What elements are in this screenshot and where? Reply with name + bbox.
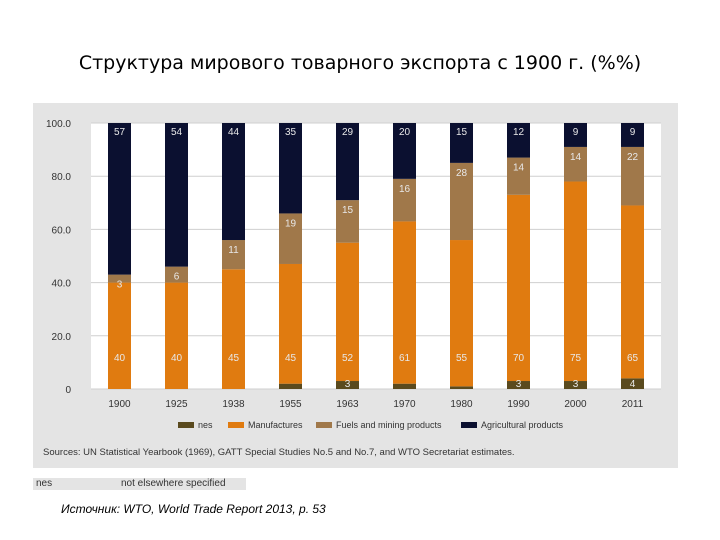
bar-segment: [108, 123, 131, 275]
x-tick-label: 1963: [336, 399, 359, 410]
x-tick-label: 1980: [450, 399, 473, 410]
x-tick-label: 1970: [393, 399, 416, 410]
y-tick-label: 40.0: [52, 279, 72, 290]
y-tick-label: 80.0: [52, 172, 72, 183]
data-label: 9: [573, 127, 579, 138]
x-tick-label: 1990: [507, 399, 530, 410]
data-label: 45: [285, 353, 297, 364]
bar-segment: [564, 182, 587, 382]
data-label: 75: [570, 353, 582, 364]
data-label: 3: [573, 379, 579, 390]
x-tick-label: 2000: [564, 399, 587, 410]
bar-segment: [222, 123, 245, 240]
data-label: 65: [627, 353, 639, 364]
data-label: 44: [228, 127, 240, 138]
x-tick-label: 2011: [622, 399, 644, 410]
data-label: 12: [513, 127, 525, 138]
x-tick-label: 1938: [222, 399, 245, 410]
data-label: 6: [174, 272, 180, 283]
data-label: 61: [399, 353, 411, 364]
bar-segment: [165, 123, 188, 267]
data-label: 55: [456, 353, 468, 364]
data-label: 57: [114, 127, 126, 138]
data-label: 19: [285, 218, 297, 229]
data-label: 40: [171, 353, 183, 364]
data-label: 4: [630, 379, 636, 390]
data-label: 40: [114, 353, 126, 364]
data-label: 16: [399, 184, 411, 195]
data-label: 15: [342, 205, 354, 216]
legend-swatch: [316, 422, 332, 428]
data-label: 14: [513, 163, 525, 174]
data-label: 54: [171, 127, 183, 138]
legend-swatch: [178, 422, 194, 428]
data-label: 11: [228, 245, 239, 256]
data-label: 29: [342, 127, 354, 138]
legend-label: Fuels and mining products: [336, 420, 442, 430]
bar-segment: [450, 386, 473, 389]
legend-label: Manufactures: [248, 420, 303, 430]
data-label: 28: [456, 168, 468, 179]
bar-segment: [165, 283, 188, 389]
bar-segment: [279, 264, 302, 384]
legend-label: Agricultural products: [481, 420, 564, 430]
data-label: 22: [627, 152, 639, 163]
bar-segment: [222, 269, 245, 389]
y-tick-label: 0: [65, 385, 71, 396]
data-label: 45: [228, 353, 240, 364]
data-label: 3: [117, 280, 123, 291]
data-label: 20: [399, 127, 411, 138]
chart-title: Структура мирового товарного экспорта с …: [0, 52, 720, 74]
bar-segment: [393, 384, 416, 389]
y-tick-label: 20.0: [52, 332, 72, 343]
footnote-abbreviation: nes: [36, 478, 52, 489]
legend-label: nes: [198, 420, 213, 430]
chart-figure: 100.0 80.0 60.0 40.0 20.0 0 1900 1925 1938 1955 19…: [33, 103, 678, 468]
data-label: 52: [342, 353, 354, 364]
bar-segment: [108, 283, 131, 389]
data-label: 14: [570, 152, 582, 163]
bar-segment: [279, 384, 302, 389]
chart-source-note: Sources: UN Statistical Yearbook (1969),…: [43, 447, 515, 458]
x-tick-label: 1900: [108, 399, 131, 410]
data-label: 3: [345, 379, 351, 390]
bar-segment: [450, 240, 473, 386]
data-label: 70: [513, 353, 525, 364]
data-label: 15: [456, 127, 468, 138]
legend-swatch: [461, 422, 477, 428]
data-label: 9: [630, 127, 636, 138]
y-tick-label: 60.0: [52, 225, 72, 236]
source-citation: Источник: WTO, World Trade Report 2013, …: [61, 502, 326, 516]
footnote-definition: not elsewhere specified: [121, 478, 226, 489]
data-label: 35: [285, 127, 297, 138]
data-label: 3: [516, 379, 522, 390]
x-tick-label: 1955: [279, 399, 302, 410]
legend-swatch: [228, 422, 244, 428]
y-tick-label: 100.0: [46, 119, 71, 130]
x-tick-label: 1925: [165, 399, 188, 410]
abbreviation-footnote: nes not elsewhere specified: [33, 478, 246, 490]
